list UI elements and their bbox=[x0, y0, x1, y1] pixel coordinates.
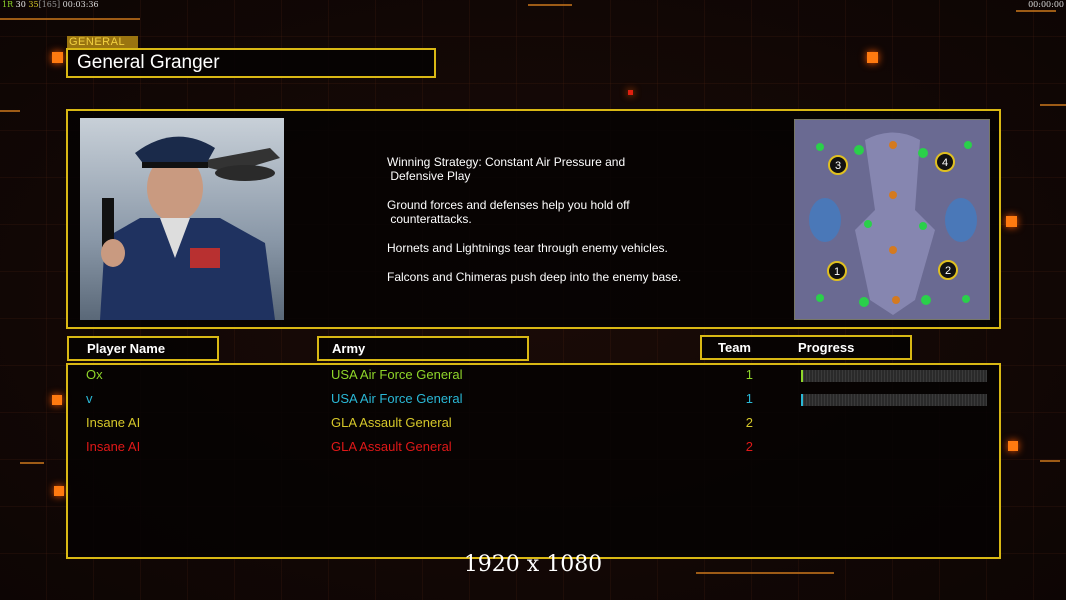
header-army: Army bbox=[317, 336, 529, 361]
player-army: USA Air Force General bbox=[331, 367, 463, 382]
hud-status: 1R 30 35[165] 00:03:36 bbox=[2, 0, 99, 9]
decor-square bbox=[54, 486, 64, 496]
progress-fill bbox=[801, 370, 803, 382]
strategy-text: Winning Strategy: Constant Air Pressure … bbox=[387, 155, 717, 299]
header-player-name: Player Name bbox=[67, 336, 219, 361]
hud-value: 30 bbox=[15, 0, 26, 9]
decor-square bbox=[1008, 441, 1018, 451]
start-position-1: 1 bbox=[834, 266, 840, 278]
general-portrait bbox=[80, 118, 284, 320]
player-name: Insane AI bbox=[86, 415, 141, 430]
decor-square bbox=[52, 395, 62, 405]
decor-square bbox=[628, 90, 633, 95]
decor-line bbox=[0, 18, 140, 20]
strategy-line: Hornets and Lightnings tear through enem… bbox=[387, 241, 668, 255]
strategy-line: Ground forces and defenses help you hold… bbox=[387, 198, 630, 226]
general-name: General Granger bbox=[66, 48, 436, 78]
player-team: 2 bbox=[745, 415, 753, 430]
player-row: Insane AI GLA Assault General 2 bbox=[68, 415, 999, 435]
decor-line bbox=[1040, 104, 1066, 106]
player-name: Insane AI bbox=[86, 439, 141, 454]
decor-line bbox=[696, 572, 834, 574]
player-team: 1 bbox=[745, 367, 753, 382]
header-team: Team bbox=[718, 340, 751, 355]
player-army: GLA Assault General bbox=[331, 439, 452, 454]
player-name: Ox bbox=[86, 367, 103, 382]
decor-square bbox=[52, 52, 63, 63]
decor-line bbox=[528, 4, 572, 6]
hud-timer: 00:03:36 bbox=[62, 0, 99, 9]
player-army: GLA Assault General bbox=[331, 415, 452, 430]
decor-square bbox=[867, 52, 878, 63]
header-team-progress: Team Progress bbox=[700, 335, 912, 360]
hud-value: [165] bbox=[38, 0, 61, 9]
decor-line bbox=[1040, 460, 1060, 462]
strategy-line: Winning Strategy: Constant Air Pressure … bbox=[387, 155, 626, 183]
decor-line bbox=[0, 110, 20, 112]
decor-square bbox=[1006, 216, 1017, 227]
decor-line bbox=[1016, 10, 1056, 12]
player-row: Insane AI GLA Assault General 2 bbox=[68, 439, 999, 459]
progress-fill bbox=[801, 394, 803, 406]
start-position-3: 3 bbox=[835, 160, 841, 172]
header-progress: Progress bbox=[798, 340, 855, 355]
decor-line bbox=[20, 462, 44, 464]
player-row: v USA Air Force General 1 bbox=[68, 391, 999, 411]
start-position-2: 2 bbox=[945, 265, 951, 277]
progress-bar bbox=[801, 394, 987, 406]
player-row: Ox USA Air Force General 1 bbox=[68, 367, 999, 387]
start-position-4: 4 bbox=[942, 157, 948, 169]
player-team: 2 bbox=[745, 439, 753, 454]
hud-value: 1R bbox=[2, 0, 14, 9]
general-label: GENERAL bbox=[67, 36, 138, 48]
hud-value: 35 bbox=[28, 0, 39, 9]
player-name: v bbox=[86, 391, 93, 406]
resolution-label: 1920 x 1080 bbox=[463, 552, 603, 577]
strategy-line: Falcons and Chimeras push deep into the … bbox=[387, 270, 682, 284]
player-team: 1 bbox=[745, 391, 753, 406]
progress-bar bbox=[801, 370, 987, 382]
player-army: USA Air Force General bbox=[331, 391, 463, 406]
minimap: 3 4 1 2 bbox=[794, 119, 990, 320]
hud-clock: 00:00:00 bbox=[1028, 0, 1064, 9]
